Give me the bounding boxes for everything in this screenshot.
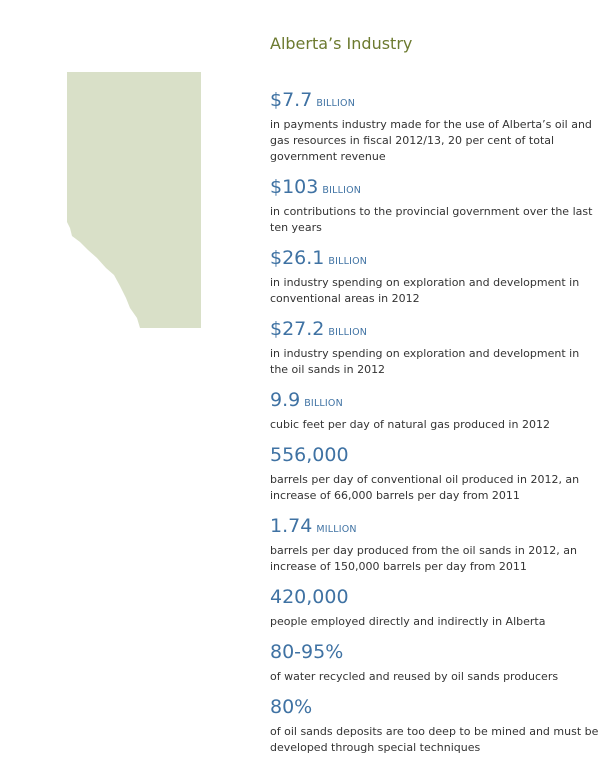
- fact-value: 556,000: [270, 444, 349, 466]
- fact-unit: Billion: [328, 327, 368, 338]
- fact-description: cubic feet per day of natural gas produc…: [270, 418, 550, 431]
- fact-unit: Billion: [304, 398, 343, 409]
- fact-value: 80-95%: [270, 641, 344, 663]
- fact-value: $7.7: [270, 89, 313, 111]
- fact-item: 80% of oil sands deposits are too deep t…: [270, 695, 600, 756]
- fact-value: 1.74: [270, 515, 313, 537]
- fact-value: 80%: [270, 696, 313, 718]
- fact-description: of oil sands deposits are too deep to be…: [270, 725, 599, 754]
- fact-description: in industry spending on exploration and …: [270, 347, 580, 376]
- fact-description: of water recycled and reused by oil sand…: [270, 670, 559, 683]
- fact-unit: Billion: [328, 256, 368, 267]
- fact-value: $103: [270, 176, 319, 198]
- fact-description: in contributions to the provincial gover…: [270, 205, 593, 234]
- fact-item: $7.7 Billion in payments industry made fo…: [270, 88, 600, 165]
- fact-head: 420,000: [270, 585, 600, 613]
- fact-description: in payments industry made for the use of…: [270, 118, 592, 163]
- fact-head: $26.1 Billion: [270, 246, 600, 274]
- fact-unit: Billion: [322, 185, 362, 196]
- fact-item: 1.74 Million barrels per day produced fro…: [270, 514, 600, 575]
- fact-item: 80-95% of water recycled and reused by o…: [270, 640, 600, 685]
- fact-description: barrels per day of conventional oil prod…: [270, 473, 580, 502]
- fact-value: 9.9: [270, 389, 301, 411]
- fact-head: 9.9 Billion: [270, 388, 600, 416]
- fact-item: $103 Billion in contributions to the prov…: [270, 175, 600, 236]
- fact-head: $7.7 Billion: [270, 88, 600, 116]
- fact-description: barrels per day produced from the oil sa…: [270, 544, 577, 573]
- fact-item: 556,000 barrels per day of conventional …: [270, 443, 600, 504]
- fact-head: 80-95%: [270, 640, 600, 668]
- fact-item: 9.9 Billion cubic feet per day of natural…: [270, 388, 600, 433]
- fact-head: $27.2 Billion: [270, 317, 600, 345]
- alberta-map: [0, 0, 260, 400]
- fact-item: $27.2 Billion in industry spending on exp…: [270, 317, 600, 378]
- facts-list: $7.7 Billion in payments industry made fo…: [270, 88, 600, 766]
- fact-head: $103 Billion: [270, 175, 600, 203]
- fact-head: 80%: [270, 695, 600, 723]
- alberta-map-shape: [67, 72, 201, 328]
- fact-value: $26.1: [270, 247, 325, 269]
- fact-unit: Million: [316, 524, 357, 535]
- fact-value: 420,000: [270, 586, 349, 608]
- fact-description: people employed directly and indirectly …: [270, 615, 546, 628]
- fact-item: $26.1 Billion in industry spending on exp…: [270, 246, 600, 307]
- fact-head: 1.74 Million: [270, 514, 600, 542]
- fact-unit: Billion: [316, 98, 356, 109]
- fact-description: in industry spending on exploration and …: [270, 276, 580, 305]
- fact-value: $27.2: [270, 318, 325, 340]
- page-title: Alberta’s Industry: [270, 34, 413, 53]
- fact-item: 420,000 people employed directly and ind…: [270, 585, 600, 630]
- fact-head: 556,000: [270, 443, 600, 471]
